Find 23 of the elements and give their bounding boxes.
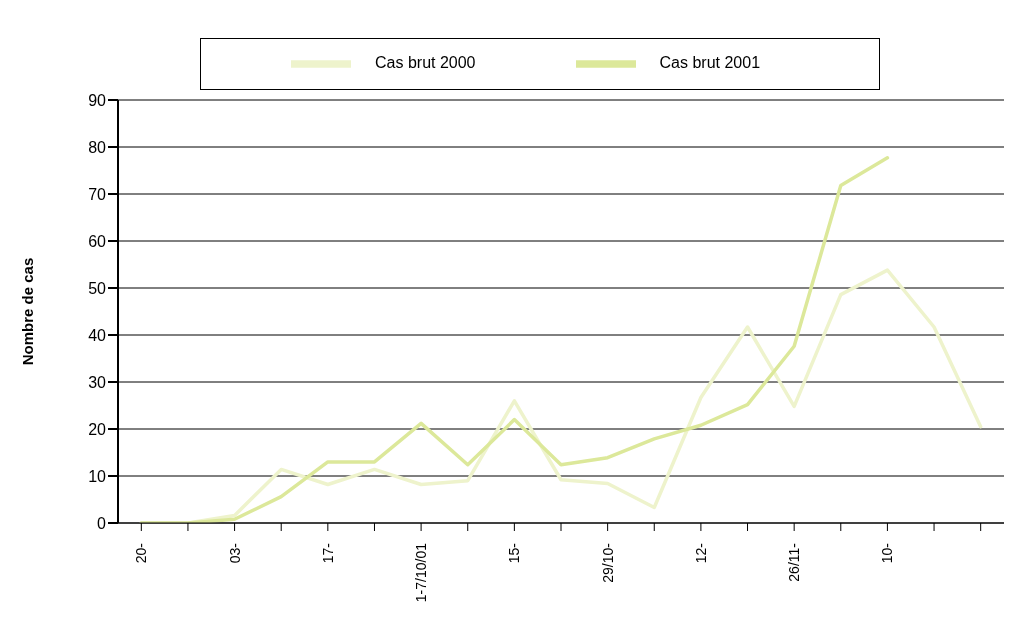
y-tick-label: 60 — [88, 232, 107, 250]
x-tick-label: 29/10- — [599, 542, 616, 583]
y-tick-label: 20 — [88, 420, 107, 438]
y-tick-label: 80 — [88, 138, 107, 156]
y-tick-label: 0 — [97, 514, 107, 532]
x-tick-label: 26/11- — [786, 542, 803, 582]
y-tick-label: 40 — [88, 326, 107, 344]
x-tick-label: 1-7/10/01 — [413, 542, 430, 603]
y-tick-label: 50 — [88, 279, 107, 297]
legend-label: Cas brut 2000 — [375, 54, 476, 72]
y-tick-label: 10 — [88, 467, 107, 485]
x-tick-label: 17- — [319, 542, 336, 564]
y-tick-label: 70 — [88, 185, 107, 203]
legend-label: Cas brut 2001 — [659, 54, 761, 72]
x-tick-label: 10- — [879, 542, 896, 564]
y-tick-label: 90 — [88, 91, 107, 109]
x-tick-label: 03- — [226, 542, 243, 564]
x-tick-label: 15- — [506, 542, 523, 564]
y-axis-title: Nombre de cas — [19, 257, 37, 366]
x-tick-label: 20- — [133, 542, 150, 564]
x-tick-label: 12- — [692, 542, 709, 564]
y-tick-label: 30 — [88, 373, 107, 391]
line-series — [139, 156, 890, 523]
